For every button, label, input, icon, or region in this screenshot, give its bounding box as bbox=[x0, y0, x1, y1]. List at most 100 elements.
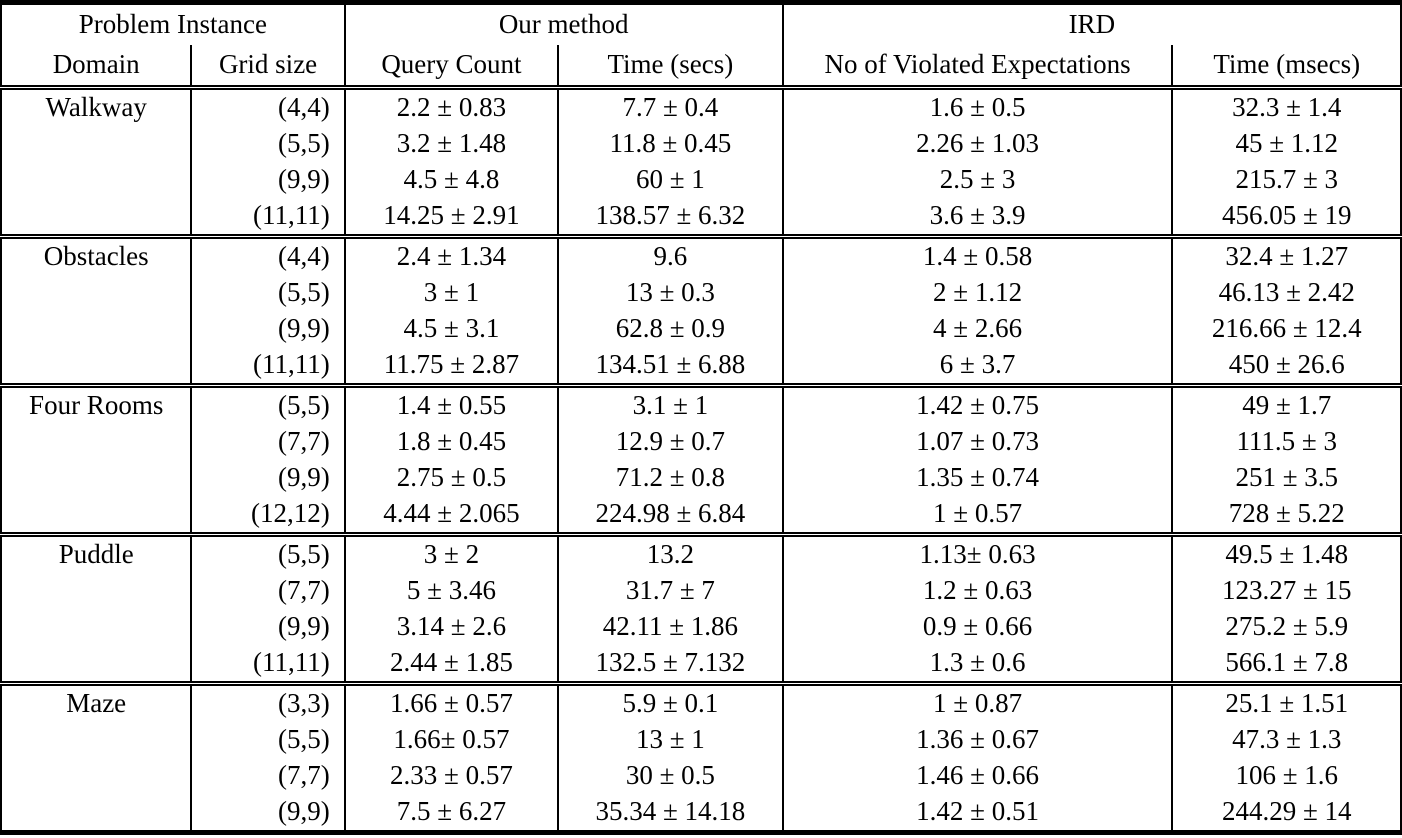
violated-expectations-cell: 1.4 ± 0.58 bbox=[781, 236, 1173, 275]
table-row: (5,5) 3 ± 1 13 ± 0.3 2 ± 1.12 46.13 ± 2.42 bbox=[1, 275, 1401, 311]
time-msecs-cell: 456.05 ± 19 bbox=[1171, 198, 1401, 237]
query-count-cell: 1.8 ± 0.45 bbox=[343, 424, 559, 460]
time-secs-cell: 62.8 ± 0.9 bbox=[557, 311, 783, 347]
query-count-cell: 7.5 ± 6.27 bbox=[343, 794, 559, 833]
query-count-cell: 4.5 ± 4.8 bbox=[343, 162, 559, 198]
grid-size-cell: (7,7) bbox=[190, 573, 345, 609]
domain-cell: Maze bbox=[66, 688, 127, 719]
violated-expectations-cell: 1.3 ± 0.6 bbox=[781, 645, 1173, 684]
time-msecs-cell: 49 ± 1.7 bbox=[1171, 385, 1401, 424]
table-row: (7,7) 2.33 ± 0.57 30 ± 0.5 1.46 ± 0.66 106 ±… bbox=[1, 758, 1401, 794]
violated-expectations-cell: 1.46 ± 0.66 bbox=[781, 758, 1173, 794]
query-count-cell: 3.2 ± 1.48 bbox=[343, 126, 559, 162]
time-msecs-cell: 111.5 ± 3 bbox=[1171, 424, 1401, 460]
violated-expectations-cell: 6 ± 3.7 bbox=[781, 347, 1173, 386]
grid-size-cell: (7,7) bbox=[190, 758, 345, 794]
violated-expectations-cell: 1.13± 0.63 bbox=[781, 534, 1173, 573]
time-secs-cell: 31.7 ± 7 bbox=[557, 573, 783, 609]
grid-size-cell: (5,5) bbox=[190, 722, 345, 758]
header-group-problem-instance: Problem Instance bbox=[78, 9, 267, 40]
query-count-cell: 2.33 ± 0.57 bbox=[343, 758, 559, 794]
time-secs-cell: 224.98 ± 6.84 bbox=[557, 496, 783, 535]
domain-cell bbox=[1, 162, 191, 198]
table-row: Obstacles (4,4) 2.4 ± 1.34 9.6 1.4 ± 0.58 32.… bbox=[1, 236, 1401, 275]
query-count-cell: 11.75 ± 2.87 bbox=[343, 347, 559, 386]
domain-cell bbox=[1, 311, 191, 347]
grid-size-cell: (5,5) bbox=[190, 126, 345, 162]
domain-cell bbox=[1, 424, 191, 460]
table-row: Maze (3,3) 1.66 ± 0.57 5.9 ± 0.1 1 ± 0.87 25.… bbox=[1, 683, 1401, 722]
violated-expectations-cell: 2 ± 1.12 bbox=[781, 275, 1173, 311]
section-walkway: Walkway (4,4) 2.2 ± 0.83 7.7 ± 0.4 1.6 ± 0.5… bbox=[1, 87, 1401, 237]
domain-cell bbox=[1, 198, 191, 237]
domain-cell: Walkway bbox=[45, 92, 147, 123]
section-four-rooms: Four Rooms (5,5) 1.4 ± 0.55 3.1 ± 1 1.42 ± 0… bbox=[1, 385, 1401, 535]
time-msecs-cell: 49.5 ± 1.48 bbox=[1171, 534, 1401, 573]
time-msecs-cell: 32.3 ± 1.4 bbox=[1171, 87, 1401, 126]
time-msecs-cell: 32.4 ± 1.27 bbox=[1171, 236, 1401, 275]
table-row: (9,9) 2.75 ± 0.5 71.2 ± 0.8 1.35 ± 0.74 251 … bbox=[1, 460, 1401, 496]
time-msecs-cell: 45 ± 1.12 bbox=[1171, 126, 1401, 162]
column-header-time-msecs: Time (msecs) bbox=[1171, 45, 1401, 88]
query-count-cell: 1.66 ± 0.57 bbox=[343, 683, 559, 722]
section-maze: Maze (3,3) 1.66 ± 0.57 5.9 ± 0.1 1 ± 0.87 25.… bbox=[1, 683, 1401, 833]
violated-expectations-cell: 1.35 ± 0.74 bbox=[781, 460, 1173, 496]
time-secs-cell: 3.1 ± 1 bbox=[557, 385, 783, 424]
column-header-grid-size: Grid size bbox=[190, 45, 345, 88]
domain-cell bbox=[1, 794, 191, 833]
grid-size-cell: (4,4) bbox=[190, 236, 345, 275]
query-count-cell: 4.5 ± 3.1 bbox=[343, 311, 559, 347]
header-group-row: Problem Instance Our method IRD bbox=[1, 2, 1401, 45]
time-secs-cell: 134.51 ± 6.88 bbox=[557, 347, 783, 386]
table-row: (9,9) 3.14 ± 2.6 42.11 ± 1.86 0.9 ± 0.66 275… bbox=[1, 609, 1401, 645]
grid-size-cell: (5,5) bbox=[190, 275, 345, 311]
domain-cell bbox=[1, 347, 191, 386]
table-row: Puddle (5,5) 3 ± 2 13.2 1.13± 0.63 49.5 ± 1.4… bbox=[1, 534, 1401, 573]
domain-cell bbox=[1, 126, 191, 162]
grid-size-cell: (11,11) bbox=[190, 347, 345, 386]
query-count-cell: 2.44 ± 1.85 bbox=[343, 645, 559, 684]
query-count-cell: 3.14 ± 2.6 bbox=[343, 609, 559, 645]
table-row: (5,5) 3.2 ± 1.48 11.8 ± 0.45 2.26 ± 1.03 45 … bbox=[1, 126, 1401, 162]
time-msecs-cell: 244.29 ± 14 bbox=[1171, 794, 1401, 833]
time-msecs-cell: 216.66 ± 12.4 bbox=[1171, 311, 1401, 347]
domain-cell bbox=[1, 609, 191, 645]
grid-size-cell: (5,5) bbox=[190, 534, 345, 573]
table-row: (7,7) 5 ± 3.46 31.7 ± 7 1.2 ± 0.63 123.27 ± … bbox=[1, 573, 1401, 609]
grid-size-cell: (9,9) bbox=[190, 311, 345, 347]
column-header-domain: Domain bbox=[52, 49, 140, 80]
grid-size-cell: (5,5) bbox=[190, 385, 345, 424]
section-puddle: Puddle (5,5) 3 ± 2 13.2 1.13± 0.63 49.5 ± 1.4… bbox=[1, 534, 1401, 684]
time-msecs-cell: 106 ± 1.6 bbox=[1171, 758, 1401, 794]
domain-cell: Puddle bbox=[58, 539, 134, 570]
domain-cell bbox=[1, 496, 191, 535]
query-count-cell: 3 ± 2 bbox=[343, 534, 559, 573]
grid-size-cell: (11,11) bbox=[190, 198, 345, 237]
time-msecs-cell: 728 ± 5.22 bbox=[1171, 496, 1401, 535]
domain-cell bbox=[1, 460, 191, 496]
time-secs-cell: 13.2 bbox=[557, 534, 783, 573]
query-count-cell: 3 ± 1 bbox=[343, 275, 559, 311]
table-row: (5,5) 1.66± 0.57 13 ± 1 1.36 ± 0.67 47.3 ± 1… bbox=[1, 722, 1401, 758]
violated-expectations-cell: 2.5 ± 3 bbox=[781, 162, 1173, 198]
query-count-cell: 14.25 ± 2.91 bbox=[343, 198, 559, 237]
query-count-cell: 2.2 ± 0.83 bbox=[343, 87, 559, 126]
query-count-cell: 5 ± 3.46 bbox=[343, 573, 559, 609]
violated-expectations-cell: 4 ± 2.66 bbox=[781, 311, 1173, 347]
violated-expectations-cell: 1 ± 0.87 bbox=[781, 683, 1173, 722]
violated-expectations-cell: 2.26 ± 1.03 bbox=[781, 126, 1173, 162]
domain-cell bbox=[1, 573, 191, 609]
section-obstacles: Obstacles (4,4) 2.4 ± 1.34 9.6 1.4 ± 0.58 32.… bbox=[1, 236, 1401, 386]
table-row: (12,12) 4.44 ± 2.065 224.98 ± 6.84 1 ± 0.57… bbox=[1, 496, 1401, 535]
query-count-cell: 2.4 ± 1.34 bbox=[343, 236, 559, 275]
time-secs-cell: 138.57 ± 6.32 bbox=[557, 198, 783, 237]
domain-cell bbox=[1, 645, 191, 684]
domain-cell bbox=[1, 758, 191, 794]
time-msecs-cell: 123.27 ± 15 bbox=[1171, 573, 1401, 609]
table-row: (11,11) 2.44 ± 1.85 132.5 ± 7.132 1.3 ± 0.6… bbox=[1, 645, 1401, 684]
domain-cell: Four Rooms bbox=[29, 390, 164, 421]
violated-expectations-cell: 1.36 ± 0.67 bbox=[781, 722, 1173, 758]
time-secs-cell: 71.2 ± 0.8 bbox=[557, 460, 783, 496]
grid-size-cell: (9,9) bbox=[190, 794, 345, 833]
